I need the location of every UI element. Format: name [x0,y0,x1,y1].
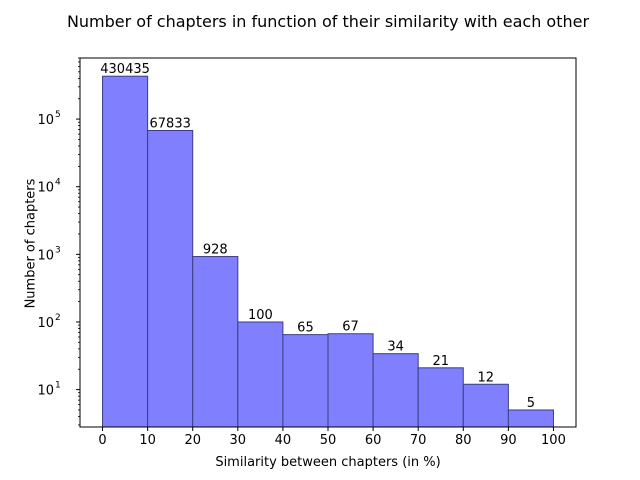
bar-labels-group: 430435 67833 928 100 65 67 34 21 12 5 [100,62,535,411]
x-tick-label: 60 [365,433,382,448]
y-tick-label: 10 [37,316,54,331]
bar [417,367,464,428]
x-tick-label: 90 [500,433,517,448]
bar [237,321,284,428]
bar [147,129,194,428]
bar-value-label: 928 [203,243,228,258]
bar [372,353,419,428]
bar-value-label: 5 [527,396,535,411]
bar [462,383,509,428]
x-tick-label: 40 [275,433,292,448]
y-tick-exponent: 3 [55,245,61,255]
bar [102,75,149,428]
bar [507,409,554,428]
y-tick-label: 10 [37,181,54,196]
bars-group [102,75,554,428]
x-tick-label: 70 [410,433,427,448]
x-tick-label: 30 [230,433,247,448]
y-tick-label: 10 [37,384,54,399]
x-tick-label: 50 [320,433,337,448]
bar-value-label: 12 [478,370,495,385]
chart-title: Number of chapters in function of their … [66,12,590,31]
x-tick-label: 20 [184,433,201,448]
bar-value-label: 65 [297,321,314,336]
x-tick-label: 100 [541,433,566,448]
y-axis-label: Number of chapters [23,178,39,309]
bar-value-label: 430435 [100,62,150,77]
bar [282,334,329,428]
x-axis-label: Similarity between chapters (in %) [215,455,441,470]
y-tick-label: 10 [37,113,54,128]
y-tick-exponent: 2 [55,313,61,323]
y-tick-exponent: 1 [55,381,61,391]
bar [192,256,239,428]
bar-value-label: 67 [342,320,359,335]
bar-value-label: 100 [248,308,273,323]
bar [327,333,374,428]
bar-value-label: 67833 [150,116,191,131]
x-tick-label: 0 [98,433,106,448]
y-tick-exponent: 4 [55,178,61,188]
y-tick-exponent: 5 [55,110,61,120]
x-tick-label: 80 [455,433,472,448]
bar-value-label: 34 [387,340,404,355]
x-tick-label: 10 [139,433,156,448]
x-axis: 0 10 20 30 40 50 60 70 80 90 100 [98,427,566,448]
y-tick-label: 10 [37,248,54,263]
bar-value-label: 21 [432,354,449,369]
